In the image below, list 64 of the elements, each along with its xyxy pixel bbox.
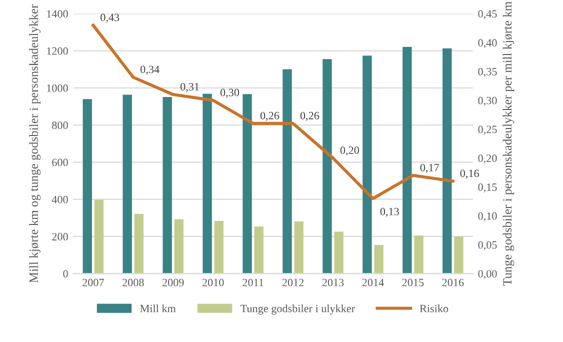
y2-tick-label: 0,20 [478, 154, 497, 164]
bar [214, 220, 224, 274]
bar [254, 226, 264, 274]
bar [202, 94, 212, 274]
y2-tick-label: 0,45 [478, 10, 497, 20]
bar [322, 59, 332, 274]
x-tick-label: 2015 [402, 278, 424, 286]
bar [442, 48, 452, 274]
y2-tick-label: 0,15 [478, 183, 497, 193]
y2-tick-label: 0,05 [478, 241, 497, 250]
x-tick-label: 2016 [442, 278, 464, 286]
bar [162, 97, 172, 274]
bar [122, 94, 132, 274]
data-label: 0,26 [260, 112, 280, 121]
legend-label: Risiko [420, 304, 448, 312]
bar [82, 99, 92, 274]
y2-tick-label: 0,30 [478, 96, 497, 106]
x-tick-label: 2009 [162, 278, 184, 286]
data-label: 0,16 [460, 170, 479, 179]
data-label: 0,20 [340, 146, 359, 156]
y-tick-label: 800 [52, 122, 68, 130]
x-tick-label: 2011 [242, 278, 264, 286]
y-tick-label: 0 [63, 270, 68, 278]
y-tick-label: 200 [52, 232, 68, 240]
x-tick-label: 2008 [122, 278, 144, 286]
bar [334, 232, 344, 274]
bar [414, 236, 424, 274]
y-tick-label: 600 [52, 158, 68, 166]
y-tick-label: 1400 [47, 10, 68, 18]
legend-label: Tunge godsbiler i ulykker [240, 304, 355, 315]
bar [402, 46, 412, 274]
bar [174, 219, 184, 274]
bar [282, 69, 292, 274]
x-tick-label: 2014 [362, 278, 384, 286]
y-tick-label: 400 [52, 196, 68, 204]
line-series [92, 24, 454, 200]
y-tick-label: 1200 [47, 47, 68, 55]
y2-tick-label: 0,10 [478, 212, 497, 222]
bar [294, 221, 304, 274]
data-label: 0,31 [180, 82, 199, 92]
y2-axis-title: Tunge godsbiler i personskadeulykker per mill kjørte km [502, 2, 514, 286]
data-label: 0,30 [220, 88, 240, 98]
data-label: 0,17 [420, 164, 440, 173]
y-tick-label: 1000 [47, 84, 68, 92]
x-tick-label: 2013 [322, 278, 344, 286]
bar [242, 94, 252, 274]
x-tick-label: 2007 [82, 278, 104, 286]
y2-tick-label: 0,00 [478, 270, 497, 280]
data-label: 0,34 [140, 66, 160, 75]
bar [362, 56, 372, 274]
bar [134, 214, 144, 274]
y2-tick-label: 0,40 [478, 39, 497, 48]
x-tick-label: 2012 [282, 278, 304, 286]
x-tick-label: 2010 [202, 278, 224, 286]
bar [454, 236, 464, 274]
data-label: 0,26 [300, 112, 320, 121]
y2-tick-label: 0,25 [478, 126, 497, 135]
bar [374, 245, 384, 274]
y-axis-title: Mill kjørte km og tunge godsbiler i personskadeulykker [29, 4, 41, 283]
legend-label: Mill km [140, 304, 176, 312]
y2-tick-label: 0,35 [478, 68, 497, 78]
data-label: 0,13 [380, 208, 399, 217]
bar [94, 200, 104, 274]
data-label: 0,43 [100, 14, 120, 23]
